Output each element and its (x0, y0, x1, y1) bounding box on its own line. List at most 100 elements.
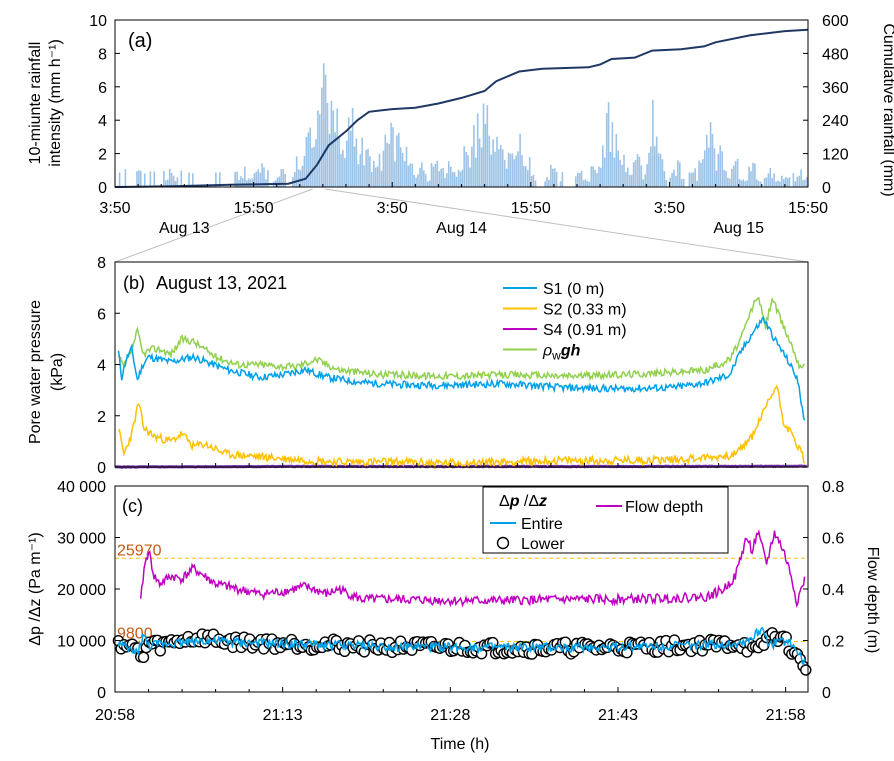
rainfall-bar (467, 155, 469, 187)
rainfall-bar (295, 156, 298, 187)
rainfall-bar (255, 171, 258, 187)
rainfall-bar (322, 63, 325, 187)
rainfall-bar (390, 122, 392, 187)
rainfall-bar (605, 113, 608, 187)
rainfall-bar (307, 132, 310, 187)
y-tick-label-right: 0.8 (822, 479, 844, 496)
rainfall-bar (459, 171, 462, 187)
rainfall-bar (326, 102, 329, 187)
rainfall-bar (740, 180, 743, 187)
rainfall-bar (588, 181, 591, 187)
rainfall-bar (738, 179, 741, 187)
rainfall-bar (756, 179, 758, 187)
rainfall-bar (136, 171, 138, 187)
rainfall-bar (363, 165, 365, 187)
rainfall-bar (424, 174, 427, 187)
rainfall-bar (294, 171, 296, 187)
rainfall-bar (665, 180, 668, 187)
rainfall-bar (806, 177, 808, 187)
rainfall-bar (640, 165, 643, 187)
rainfall-bar (732, 165, 735, 187)
rainfall-bar (168, 168, 171, 187)
rainfall-bar (702, 159, 704, 187)
rainfall-bar (471, 146, 473, 187)
rainfall-bar (586, 181, 589, 187)
rainfall-bar (324, 74, 327, 187)
rainfall-bar (634, 160, 637, 187)
rainfall-bar (607, 102, 610, 187)
rainfall-bar (396, 135, 398, 187)
y-tick-label: 4 (98, 113, 107, 130)
rainfall-bar (575, 176, 577, 187)
y-tick-label: 20 000 (57, 582, 106, 599)
rainfall-bar (704, 150, 706, 187)
rainfall-bar (469, 167, 471, 187)
x-tick-label: 3:50 (377, 200, 408, 217)
rainfall-bar (394, 161, 396, 187)
rainfall-bar (415, 177, 417, 187)
x-tick-label: 3:50 (99, 200, 130, 217)
rainfall-bar (721, 151, 723, 187)
rainfall-bar (521, 155, 523, 187)
rainfall-bar (215, 172, 217, 187)
rainfall-bar (655, 136, 658, 187)
rainfall-bar (342, 150, 344, 187)
rainfall-bar (280, 169, 283, 187)
rainfall-bar (305, 137, 308, 187)
rainfall-bar (371, 171, 373, 187)
rainfall-bar (124, 169, 127, 187)
rainfall-bar (480, 147, 483, 187)
rainfall-bar (263, 167, 265, 187)
panel-b-legend: S1 (0 m) S2 (0.33 m) S4 (0.91 m) ρwgh (503, 281, 627, 363)
rainfall-bar (692, 172, 695, 187)
rainfall-bar (367, 148, 369, 187)
rainfall-bar (282, 169, 285, 187)
y-tick-label: 0 (97, 460, 106, 477)
rainfall-bar (619, 160, 621, 187)
y-tick-label-right: 240 (822, 113, 849, 130)
rainfall-bar (775, 181, 777, 187)
rainfall-bar (771, 178, 773, 187)
rainfall-bar (744, 181, 747, 187)
rainfall-bar (650, 146, 652, 187)
rainfall-bar (652, 99, 654, 187)
rainfall-bar (596, 173, 598, 187)
rainfall-bar (434, 163, 437, 187)
panel-b: 0 2 4 6 8 (b) August 13, 2021 Pore water pre… (27, 255, 809, 477)
y-tick-label: 0 (98, 180, 107, 197)
rainfall-bar (534, 180, 537, 187)
series-s1 (117, 316, 806, 421)
rainfall-bar (369, 156, 371, 187)
rainfall-bar (261, 163, 263, 187)
rainfall-bar (384, 134, 387, 187)
rainfall-bar (632, 162, 635, 187)
panel-c-label: (c) (122, 496, 143, 516)
rainfall-bar (507, 152, 510, 187)
rainfall-bar (448, 161, 450, 187)
y-tick-label-right: 600 (822, 13, 849, 30)
rainfall-bar (496, 136, 498, 187)
rainfall-bar (376, 166, 379, 187)
rainfall-bar (172, 175, 175, 187)
rainfall-bar (426, 181, 429, 187)
zoom-guide-left (114, 188, 313, 263)
rainfall-bar (781, 175, 783, 187)
rainfall-bar (407, 165, 410, 187)
rainfall-bar (163, 170, 165, 187)
rainfall-bar (446, 173, 448, 187)
rainfall-bar (399, 147, 402, 187)
rainfall-bar (727, 177, 729, 187)
rainfall-bar (546, 176, 548, 187)
rainfall-bar (276, 177, 279, 187)
rainfall-bar (219, 172, 221, 187)
rainfall-bar (482, 103, 485, 187)
x-tick-label: 21:58 (766, 707, 806, 724)
rainfall-bar (455, 176, 458, 187)
rainfall-bar (548, 179, 550, 187)
rainfall-bar (523, 165, 525, 187)
panel-c-ylabel-left: Δp /Δz (Pa m⁻¹) (27, 532, 44, 645)
rainfall-bar (344, 158, 346, 187)
rainfall-bar (592, 166, 594, 187)
rainfall-bar (118, 172, 121, 187)
rainfall-bar (783, 179, 785, 187)
